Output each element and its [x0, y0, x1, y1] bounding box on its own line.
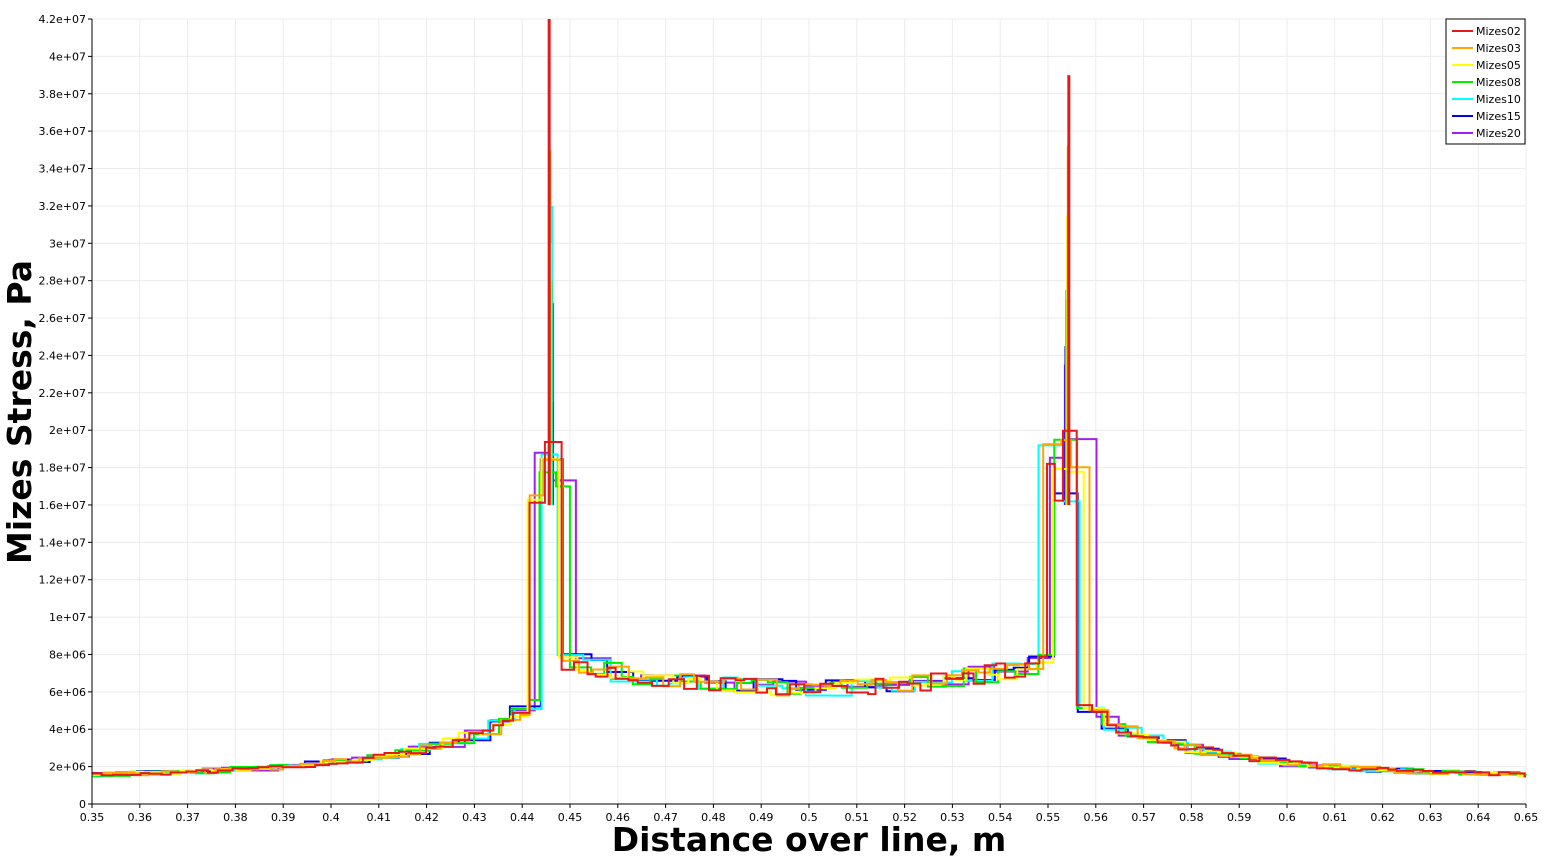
legend: Mizes02 Mizes03 Mizes05 Mizes08 Mizes10 Mizes…	[1445, 18, 1526, 145]
x-tick-label: 0.62	[1370, 811, 1395, 824]
x-tick-label: 0.47	[653, 811, 678, 824]
x-tick-label: 0.48	[701, 811, 726, 824]
series-line-mizes02	[92, 429, 1526, 778]
y-tick-label: 2.4e+07	[39, 349, 86, 362]
x-tick-label: 0.44	[510, 811, 535, 824]
y-ticks: 0 2e+06 4e+06 6e+06 8e+06 1e+07 1.2e+07 1.4e+07…	[39, 13, 92, 811]
y-tick-label: 1.2e+07	[39, 574, 86, 587]
y-tick-label: 0	[79, 798, 86, 811]
x-tick-label: 0.53	[940, 811, 965, 824]
x-tick-label: 0.37	[175, 811, 200, 824]
x-tick-label: 0.36	[128, 811, 153, 824]
y-tick-label: 4.2e+07	[39, 13, 86, 26]
x-tick-label: 0.56	[1084, 811, 1109, 824]
legend-label: Mizes20	[1476, 127, 1521, 140]
x-tick-label: 0.4	[322, 811, 340, 824]
legend-label: Mizes10	[1476, 93, 1521, 106]
x-axis-title: Distance over line, m	[612, 820, 1007, 859]
x-tick-label: 0.41	[367, 811, 392, 824]
y-tick-label: 1.8e+07	[39, 462, 86, 475]
x-tick-label: 0.35	[80, 811, 105, 824]
y-tick-label: 2.8e+07	[39, 275, 86, 288]
y-tick-label: 4e+07	[49, 50, 86, 63]
y-tick-label: 4e+06	[49, 723, 86, 736]
x-tick-label: 0.51	[845, 811, 870, 824]
y-tick-label: 6e+06	[49, 686, 86, 699]
y-tick-label: 3.2e+07	[39, 200, 86, 213]
x-ticks: 0.35 0.36 0.37 0.38 0.39 0.4 0.41 0.42 0.43 0.44 0…	[80, 804, 1539, 824]
grid-lines	[91, 18, 1527, 805]
y-tick-label: 3.4e+07	[39, 163, 86, 176]
legend-label: Mizes03	[1476, 42, 1521, 55]
y-tick-label: 1e+07	[49, 611, 86, 624]
x-tick-label: 0.49	[749, 811, 774, 824]
y-tick-label: 1.6e+07	[39, 499, 86, 512]
x-tick-label: 0.6	[1278, 811, 1296, 824]
y-tick-label: 3.6e+07	[39, 125, 86, 138]
x-tick-label: 0.59	[1227, 811, 1252, 824]
x-tick-label: 0.63	[1418, 811, 1443, 824]
legend-label: Mizes02	[1476, 25, 1521, 38]
x-tick-label: 0.61	[1323, 811, 1348, 824]
x-tick-label: 0.46	[606, 811, 631, 824]
x-tick-label: 0.58	[1179, 811, 1204, 824]
series-line-mizes03	[92, 439, 1526, 777]
y-axis-title: Mizes Stress, Pa	[0, 260, 39, 564]
legend-label: Mizes08	[1476, 76, 1521, 89]
x-tick-label: 0.42	[414, 811, 439, 824]
x-tick-label: 0.64	[1466, 811, 1491, 824]
y-tick-label: 8e+06	[49, 648, 86, 661]
y-tick-label: 2e+07	[49, 424, 86, 437]
x-tick-label: 0.45	[558, 811, 583, 824]
x-tick-label: 0.5	[800, 811, 818, 824]
x-tick-label: 0.54	[988, 811, 1013, 824]
x-tick-label: 0.55	[1036, 811, 1061, 824]
y-tick-label: 2.2e+07	[39, 387, 86, 400]
y-tick-label: 3.8e+07	[39, 88, 86, 101]
y-tick-label: 3e+07	[49, 237, 86, 250]
y-tick-label: 2.6e+07	[39, 312, 86, 325]
legend-label: Mizes05	[1476, 59, 1521, 72]
x-tick-label: 0.39	[271, 811, 296, 824]
x-tick-label: 0.57	[1131, 811, 1156, 824]
x-tick-label: 0.43	[462, 811, 487, 824]
y-tick-label: 1.4e+07	[39, 536, 86, 549]
legend-label: Mizes15	[1476, 110, 1521, 123]
x-tick-label: 0.52	[892, 811, 917, 824]
x-tick-label: 0.38	[223, 811, 248, 824]
series-layer	[92, 19, 1527, 778]
y-tick-label: 2e+06	[49, 761, 86, 774]
x-tick-label: 0.65	[1514, 811, 1539, 824]
